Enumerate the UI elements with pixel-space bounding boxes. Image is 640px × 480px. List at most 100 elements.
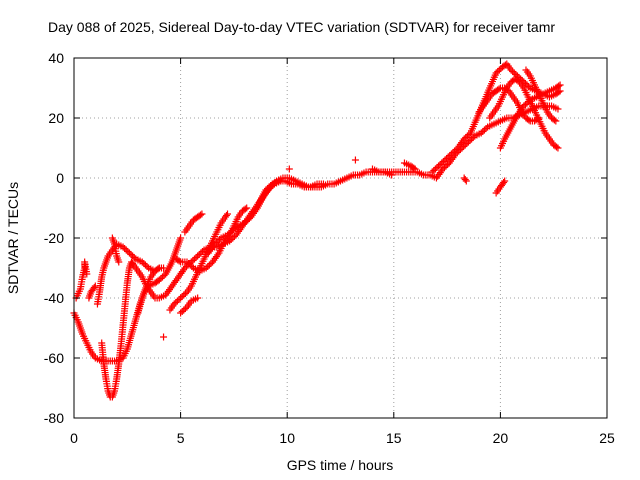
data-point bbox=[440, 164, 448, 171]
data-point bbox=[212, 239, 220, 246]
data-point bbox=[388, 171, 396, 179]
x-tick-label: 20 bbox=[493, 430, 509, 446]
data-point bbox=[507, 66, 515, 74]
data-point bbox=[267, 182, 275, 189]
data-point bbox=[553, 143, 561, 151]
data-point bbox=[194, 252, 202, 260]
data-point bbox=[127, 251, 135, 258]
data-point bbox=[525, 116, 533, 124]
data-point bbox=[555, 82, 563, 90]
data-point bbox=[495, 66, 503, 74]
data-point bbox=[141, 261, 149, 269]
data-point bbox=[130, 254, 138, 261]
data-point bbox=[509, 68, 517, 75]
data-point bbox=[446, 152, 454, 159]
data-point bbox=[177, 294, 185, 302]
y-tick-label: -20 bbox=[44, 230, 64, 246]
data-point bbox=[180, 291, 188, 299]
data-point bbox=[181, 305, 189, 312]
data-point bbox=[224, 231, 232, 239]
data-point bbox=[170, 300, 178, 308]
y-tick-label: -40 bbox=[44, 290, 64, 306]
y-tick-label: 0 bbox=[56, 170, 64, 186]
data-point bbox=[482, 125, 490, 132]
data-point bbox=[185, 260, 193, 267]
data-point bbox=[460, 135, 468, 143]
y-axis-label: SDTVAR / TECUs bbox=[5, 182, 21, 294]
data-point bbox=[242, 218, 250, 225]
data-point bbox=[494, 68, 502, 75]
data-point bbox=[196, 211, 204, 219]
y-tick-label: 40 bbox=[48, 50, 64, 66]
data-point bbox=[319, 180, 327, 188]
data-point bbox=[525, 83, 533, 90]
data-point bbox=[183, 258, 191, 266]
data-point bbox=[214, 237, 222, 245]
y-tick-label: -80 bbox=[44, 410, 64, 426]
y-tick-label: 20 bbox=[48, 110, 64, 126]
x-tick-label: 5 bbox=[177, 430, 185, 446]
data-point bbox=[500, 179, 508, 186]
data-point bbox=[462, 134, 470, 141]
data-point bbox=[462, 177, 470, 185]
data-point bbox=[124, 248, 132, 255]
data-point bbox=[160, 264, 168, 272]
data-point bbox=[439, 165, 447, 173]
data-point bbox=[178, 293, 186, 300]
data-points bbox=[70, 60, 564, 401]
data-point bbox=[222, 212, 230, 219]
x-tick-labels: 0 5 10 15 20 25 bbox=[70, 430, 615, 446]
data-point bbox=[175, 257, 183, 265]
data-point bbox=[523, 99, 531, 107]
x-tick-label: 25 bbox=[599, 430, 615, 446]
data-point bbox=[205, 261, 213, 269]
data-point bbox=[351, 156, 359, 164]
data-point bbox=[241, 219, 249, 227]
data-point bbox=[411, 165, 419, 173]
data-point bbox=[468, 135, 476, 143]
data-point bbox=[441, 156, 449, 164]
data-point bbox=[495, 85, 503, 93]
data-point bbox=[160, 333, 168, 341]
data-point bbox=[556, 87, 564, 95]
data-point bbox=[265, 183, 273, 191]
data-point bbox=[227, 228, 235, 236]
data-point bbox=[552, 117, 560, 125]
data-point bbox=[158, 273, 166, 281]
data-point bbox=[225, 230, 233, 237]
data-point bbox=[121, 245, 129, 252]
data-point bbox=[435, 162, 443, 170]
data-point bbox=[521, 101, 529, 108]
axis-ticks bbox=[73, 57, 608, 419]
data-point bbox=[555, 88, 563, 96]
y-tick-labels: -80 -60 -40 -20 0 20 40 bbox=[44, 50, 64, 426]
data-point bbox=[181, 290, 189, 297]
data-point bbox=[224, 210, 232, 218]
data-point bbox=[138, 258, 146, 266]
data-point bbox=[433, 164, 441, 171]
x-tick-label: 0 bbox=[70, 430, 78, 446]
data-point bbox=[449, 149, 457, 156]
data-point bbox=[122, 246, 130, 254]
x-axis-label: GPS time / hours bbox=[287, 457, 394, 473]
data-point bbox=[285, 165, 293, 173]
data-point bbox=[480, 126, 488, 134]
data-point bbox=[202, 264, 210, 272]
data-point bbox=[451, 147, 459, 155]
data-point bbox=[428, 168, 436, 176]
data-point bbox=[492, 69, 500, 77]
data-point bbox=[119, 243, 127, 251]
data-point bbox=[198, 210, 206, 218]
data-point bbox=[177, 309, 185, 317]
data-point bbox=[143, 263, 151, 270]
data-point bbox=[443, 155, 451, 162]
data-point bbox=[550, 116, 558, 124]
data-point bbox=[154, 265, 162, 273]
data-point bbox=[436, 161, 444, 168]
data-point bbox=[439, 158, 447, 165]
data-point bbox=[463, 140, 471, 147]
data-point bbox=[556, 81, 564, 89]
data-point bbox=[181, 264, 189, 272]
data-point bbox=[479, 128, 487, 135]
